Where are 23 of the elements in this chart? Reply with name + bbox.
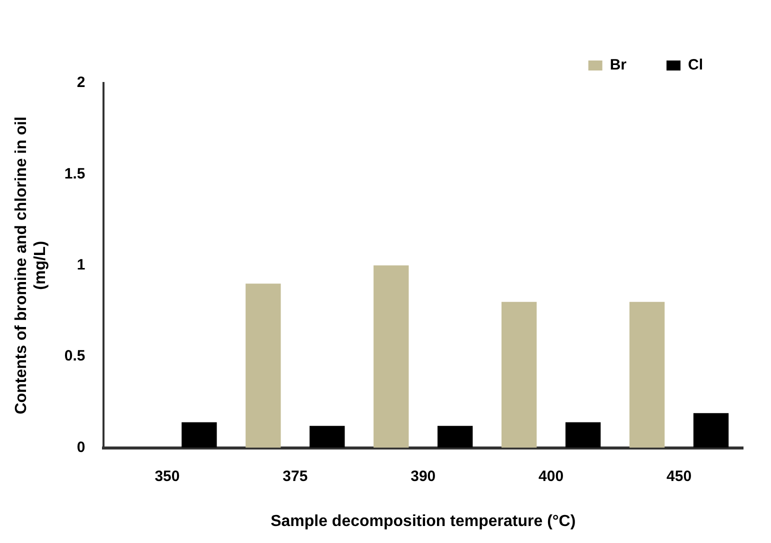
- y-tick-label: 0.5: [64, 348, 86, 365]
- bar: [501, 302, 537, 448]
- x-axis-title: Sample decomposition temperature (°C): [270, 512, 576, 530]
- x-tick-label: 400: [538, 468, 564, 485]
- bar: [182, 422, 217, 448]
- y-axis-title: Contents of bromine and chlorine in oil (mg/L): [13, 116, 50, 414]
- y-tick-label: 1: [76, 256, 86, 274]
- x-tick-label: 375: [282, 468, 308, 485]
- bar: [693, 413, 729, 448]
- x-tick-label: 350: [154, 468, 180, 485]
- bar: [246, 284, 281, 448]
- x-tick-label: 390: [410, 468, 436, 485]
- legend-label: Br: [610, 56, 627, 74]
- legend-label: Cl: [688, 56, 703, 74]
- bar: [438, 426, 473, 448]
- bar: [565, 422, 601, 448]
- y-tick-label: 1.5: [64, 165, 86, 182]
- y-tick-label: 2: [76, 74, 86, 92]
- bar: [374, 265, 409, 448]
- bar: [310, 426, 345, 448]
- y-tick-label: 0: [76, 438, 86, 456]
- bar: [629, 302, 665, 448]
- x-tick-label: 450: [666, 468, 692, 485]
